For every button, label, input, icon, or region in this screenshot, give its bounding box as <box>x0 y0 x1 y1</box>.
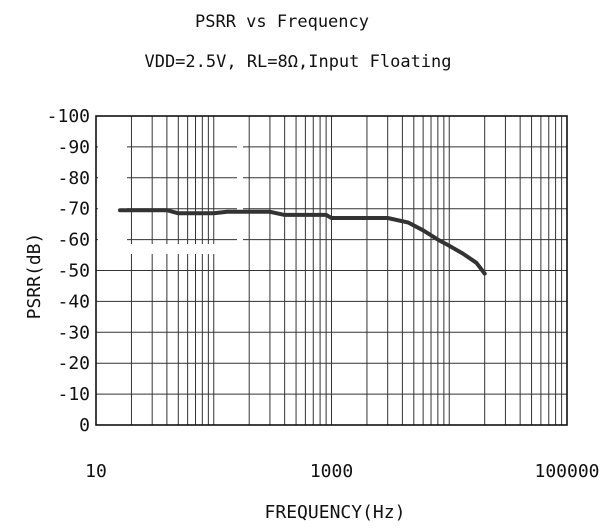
patch-left <box>98 118 127 256</box>
x-tick-label: 100000 <box>534 461 599 482</box>
x-tick-labels: 10 1000 100000 <box>85 461 599 482</box>
series-layer <box>118 208 487 276</box>
y-tick-label: -30 <box>57 322 90 343</box>
x-tick-label: 1000 <box>310 461 353 482</box>
chart-title: PSRR vs Frequency <box>195 12 369 32</box>
y-axis-label: PSRR(dB) <box>24 233 45 320</box>
x-axis-label: FREQUENCY(Hz) <box>265 502 406 523</box>
y-tick-label: 0 <box>79 415 90 436</box>
y-tick-label: -20 <box>57 353 90 374</box>
y-tick-label: -50 <box>57 261 90 282</box>
series-line-0 <box>118 208 487 276</box>
chart-subtitle: VDD=2.5V, RL=8Ω,Input Floating <box>144 52 451 72</box>
y-tick-label: -100 <box>47 106 90 127</box>
y-tick-label: -40 <box>57 291 90 312</box>
plot-frame <box>95 115 568 426</box>
y-tick-label: -60 <box>57 230 90 251</box>
y-tick-label: -10 <box>57 384 90 405</box>
y-tick-label: -70 <box>57 199 90 220</box>
x-tick-label: 10 <box>85 461 107 482</box>
patch-gap <box>237 118 243 258</box>
patch-step <box>98 244 222 254</box>
label-patches <box>98 118 243 258</box>
horizontal-gridlines <box>96 146 567 395</box>
y-tick-label: -80 <box>57 168 90 189</box>
y-tick-labels: 0 -10 -20 -30 -40 -50 -60 -70 -80 -90 -100 <box>47 106 90 436</box>
y-tick-label: -90 <box>57 137 90 158</box>
